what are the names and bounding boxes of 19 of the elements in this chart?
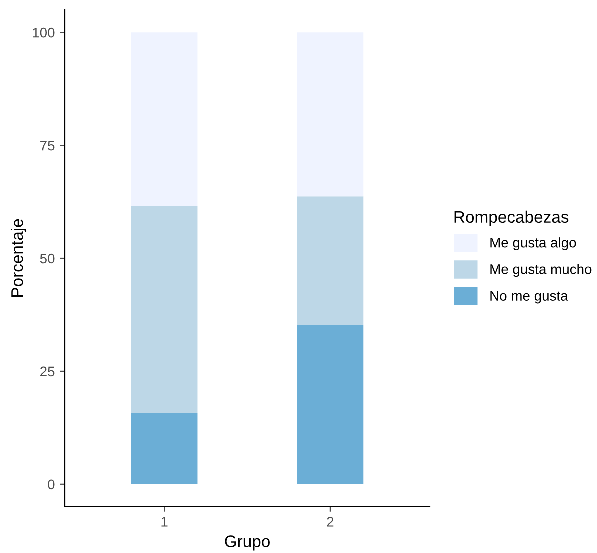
y-tick-label: 100 — [33, 28, 55, 38]
x-axis-title: Grupo — [225, 536, 270, 551]
legend-title: Rompecabezas — [454, 210, 569, 226]
x-tick-label: 2 — [327, 517, 334, 527]
x-tick-label: 1 — [162, 517, 168, 527]
bar — [131, 206, 198, 414]
y-tick-label: 75 — [40, 141, 55, 151]
y-tick-label: 25 — [40, 366, 55, 377]
legend-label: Me gusta mucho — [490, 264, 592, 278]
y-tick-label: 50 — [40, 254, 55, 264]
legend-label: Me gusta algo — [490, 238, 576, 251]
bar — [131, 413, 198, 484]
bar — [297, 196, 364, 326]
bar — [297, 32, 364, 197]
bar — [131, 32, 198, 207]
legend-label: No me gusta — [490, 291, 568, 304]
bar — [297, 325, 364, 484]
y-axis-title: Porcentaje — [11, 219, 27, 297]
y-tick-label: 0 — [48, 480, 55, 490]
